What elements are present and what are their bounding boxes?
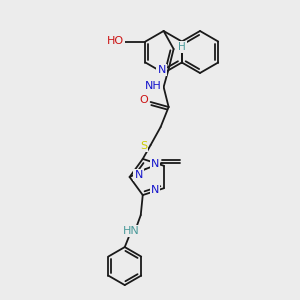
- Text: N: N: [151, 185, 159, 195]
- Text: NH: NH: [145, 81, 162, 91]
- Text: N: N: [151, 159, 159, 169]
- Text: O: O: [139, 95, 148, 105]
- Text: N: N: [134, 170, 143, 180]
- Text: N: N: [158, 65, 166, 75]
- Text: H: H: [178, 42, 185, 52]
- Text: S: S: [140, 141, 147, 151]
- Text: HN: HN: [122, 226, 139, 236]
- Text: HO: HO: [107, 37, 124, 46]
